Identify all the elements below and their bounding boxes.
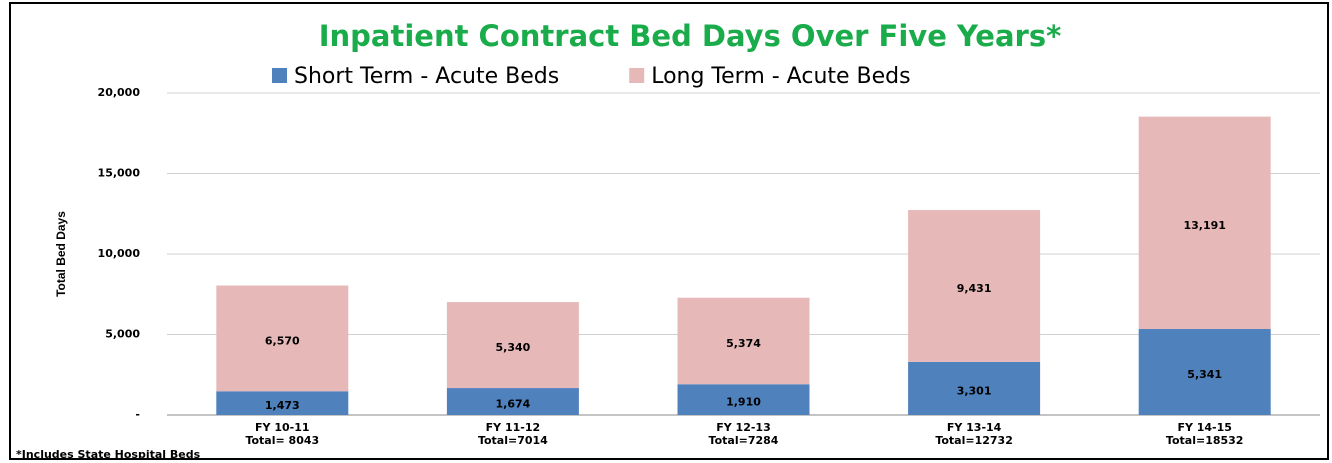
bar-segment bbox=[446, 388, 579, 415]
y-tick-label: 20,000 bbox=[98, 86, 141, 99]
data-label: 6,570 bbox=[265, 334, 300, 347]
x-tick-label: FY 14-15 bbox=[1177, 421, 1232, 434]
bar-segment bbox=[216, 285, 349, 392]
y-axis-label: Total Bed Days bbox=[54, 211, 68, 297]
x-tick-label: FY 11-12 bbox=[486, 421, 541, 434]
bar-segment bbox=[1138, 116, 1271, 330]
data-label: 13,191 bbox=[1183, 219, 1225, 232]
y-tick-label: - bbox=[135, 408, 140, 421]
y-tick-label: 15,000 bbox=[98, 167, 141, 180]
y-tick-label: 5,000 bbox=[105, 328, 140, 341]
data-label: 5,341 bbox=[1187, 368, 1222, 381]
x-tick-total: Total= 8043 bbox=[245, 434, 319, 447]
legend-label: Long Term - Acute Beds bbox=[651, 64, 910, 89]
data-label: 1,674 bbox=[496, 398, 531, 411]
data-label: 3,301 bbox=[957, 384, 992, 397]
bar-segment bbox=[908, 361, 1041, 415]
bar-segment bbox=[908, 210, 1041, 362]
data-label: 9,431 bbox=[957, 282, 992, 295]
legend-label: Short Term - Acute Beds bbox=[294, 64, 559, 89]
chart-title: Inpatient Contract Bed Days Over Five Ye… bbox=[319, 19, 1062, 53]
x-tick-label: FY 12-13 bbox=[716, 421, 771, 434]
bar-segment bbox=[677, 297, 810, 385]
data-label: 5,340 bbox=[496, 341, 531, 354]
bar-segment bbox=[677, 384, 810, 415]
x-tick-total: Total=12732 bbox=[935, 434, 1013, 447]
data-label: 5,374 bbox=[726, 337, 761, 350]
data-label: 1,473 bbox=[265, 399, 300, 412]
x-tick-total: Total=7014 bbox=[478, 434, 548, 447]
legend-swatch bbox=[272, 68, 287, 83]
bar-segment bbox=[446, 302, 579, 389]
legend-swatch bbox=[629, 68, 645, 83]
bar-segment bbox=[1138, 329, 1271, 415]
footnote: *Includes State Hospital Beds bbox=[16, 448, 201, 461]
x-tick-total: Total=18532 bbox=[1166, 434, 1244, 447]
x-tick-total: Total=7284 bbox=[709, 434, 779, 447]
x-tick-label: FY 13-14 bbox=[947, 421, 1002, 434]
data-label: 1,910 bbox=[726, 396, 761, 409]
chart-border bbox=[9, 2, 1329, 460]
y-tick-label: 10,000 bbox=[98, 247, 141, 260]
x-tick-label: FY 10-11 bbox=[255, 421, 310, 434]
bar-segment bbox=[216, 391, 349, 415]
